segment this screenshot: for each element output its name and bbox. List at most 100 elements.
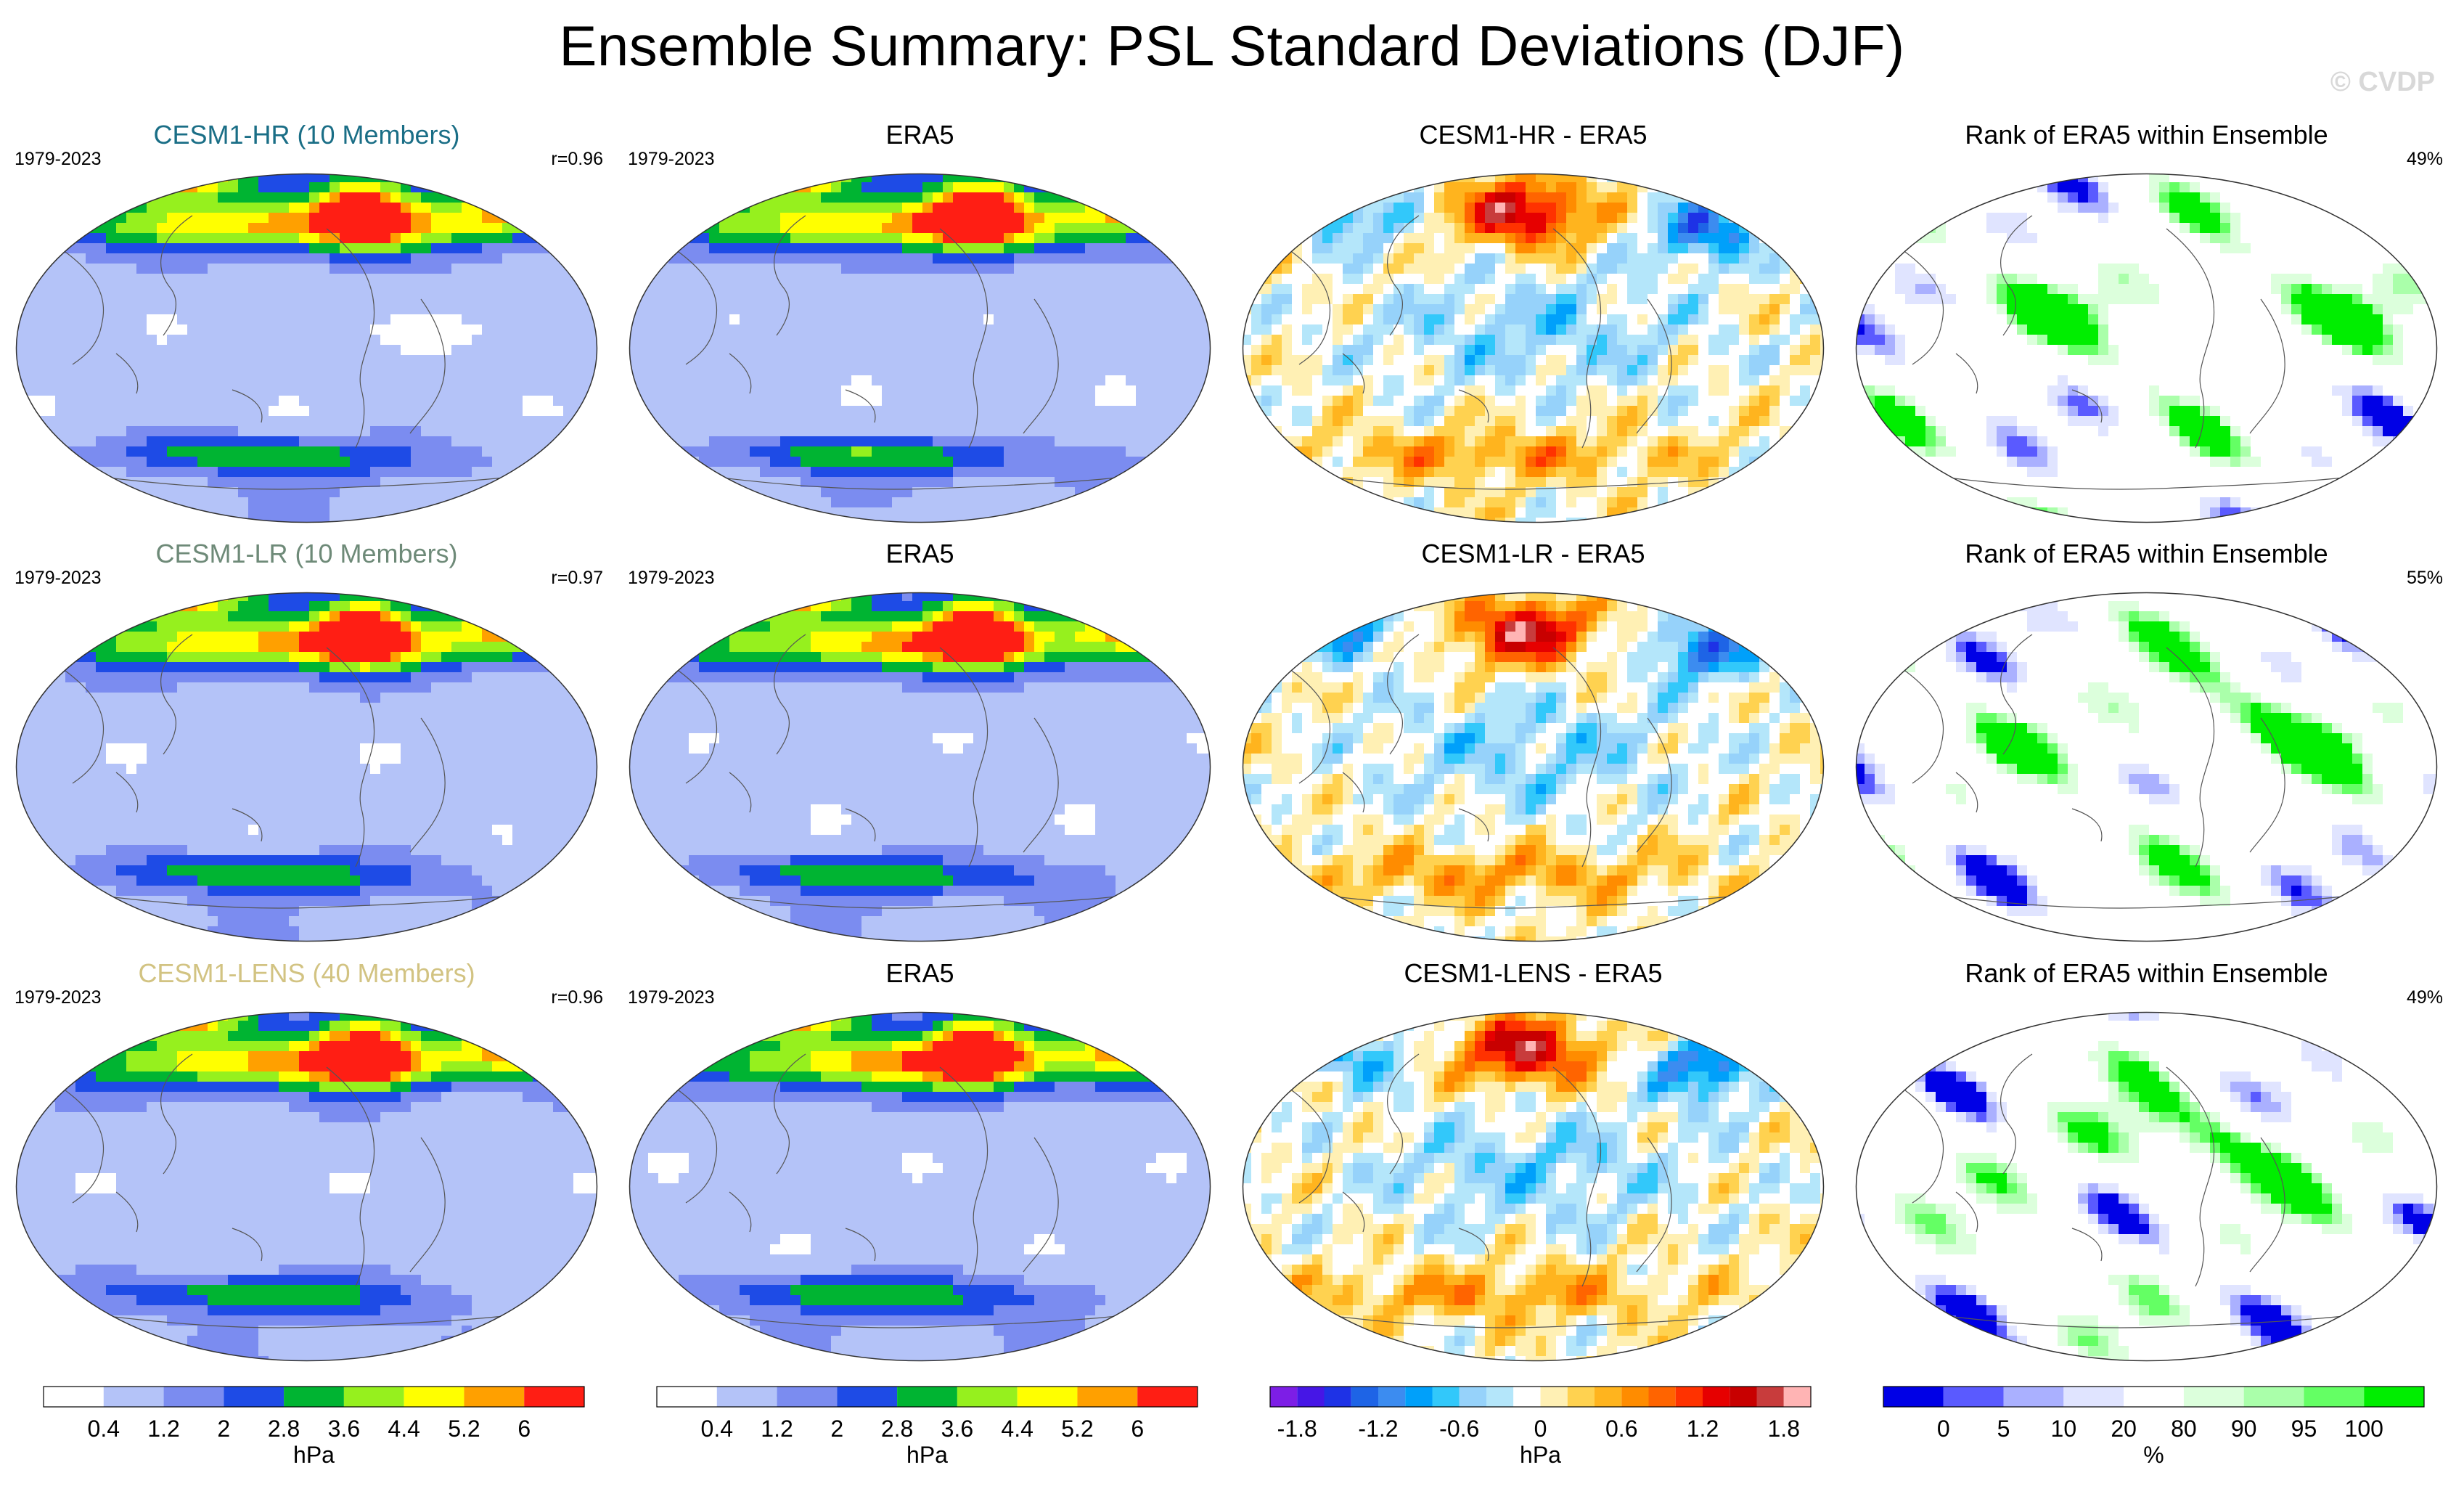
map-cell (1136, 355, 1147, 366)
map-cell (1251, 213, 1262, 224)
map-cell (922, 314, 933, 325)
map-cell (790, 173, 801, 183)
map-cell (228, 355, 239, 366)
map-cell (462, 457, 472, 468)
map-cell (228, 335, 239, 346)
map-cell (912, 182, 923, 193)
map-cell (1075, 213, 1086, 224)
map-cell (319, 406, 330, 417)
map-cell (1105, 233, 1116, 244)
map-cell (1207, 426, 1211, 437)
map-cell (882, 416, 893, 427)
map-cell (973, 477, 984, 488)
map-cell (319, 507, 330, 518)
map-cell (1251, 264, 1262, 274)
map-cell (472, 375, 483, 386)
map-cell (882, 406, 893, 417)
map-cell (1780, 294, 1790, 305)
map-cell (1810, 233, 1821, 244)
map-cell (1627, 213, 1638, 224)
map-cell (96, 396, 107, 407)
map-cell (1546, 223, 1557, 234)
map-cell (502, 233, 513, 244)
map-cell (75, 284, 86, 295)
map-cell (136, 518, 147, 523)
map-cell (573, 223, 584, 234)
map-cell (1393, 203, 1404, 213)
map-cell (1526, 324, 1536, 335)
map-cell (1075, 457, 1086, 468)
map-cell (441, 365, 452, 376)
map-cell (512, 355, 523, 366)
map-cell (699, 365, 710, 376)
map-cell (1024, 375, 1035, 386)
map-cell (86, 314, 97, 325)
map-cell (1536, 203, 1547, 213)
map-cell (482, 507, 493, 518)
map-cell (401, 264, 412, 274)
map-cell (1404, 223, 1415, 234)
map-cell (1085, 416, 1096, 427)
map-cell (872, 396, 883, 407)
map-cell (963, 192, 974, 203)
map-cell (760, 173, 771, 183)
map-cell (831, 284, 842, 295)
map-cell (16, 233, 25, 244)
map-cell (1617, 274, 1628, 285)
map-cell (1055, 173, 1065, 183)
map-cell (1810, 203, 1821, 213)
map-cell (1475, 294, 1486, 305)
map-cell (1749, 192, 1760, 203)
map-cell (983, 314, 994, 325)
map-cell (699, 385, 710, 396)
map-cell (790, 243, 801, 254)
map-cell (96, 335, 107, 346)
map-cell (106, 233, 117, 244)
map-cell (1515, 253, 1526, 264)
map-cell (892, 314, 903, 325)
map-cell (963, 487, 974, 498)
map-cell (370, 213, 381, 224)
map-cell (309, 487, 320, 498)
map-cell (689, 355, 700, 366)
map-cell (1126, 375, 1137, 386)
map-cell (218, 335, 229, 346)
map-cell (1095, 264, 1106, 274)
map-cell (689, 203, 700, 213)
map-cell (492, 223, 503, 234)
map-cell (1156, 375, 1167, 386)
map-cell (1678, 203, 1689, 213)
map-cell (638, 335, 649, 346)
map-cell (648, 457, 659, 468)
map-cell (912, 173, 923, 183)
map-cell (441, 324, 452, 335)
map-cell (1444, 253, 1455, 264)
map-cell (35, 467, 46, 478)
map-cell (872, 213, 883, 224)
map-cell (770, 264, 781, 274)
map-cell (482, 182, 493, 193)
map-cell (1126, 426, 1137, 437)
map-cell (1780, 253, 1790, 264)
map-cell (1678, 264, 1689, 274)
map-cell (1243, 284, 1252, 295)
map-cell (1414, 274, 1425, 285)
map-cell (1095, 192, 1106, 203)
map-cell (780, 446, 791, 457)
map-cell (1116, 304, 1126, 315)
map-cell (462, 203, 472, 213)
map-cell (648, 294, 659, 305)
map-cell (1343, 274, 1354, 285)
map-cell (1556, 274, 1567, 285)
map-cell (1648, 173, 1658, 183)
map-cell (25, 253, 36, 264)
map-cell (831, 518, 842, 523)
map-cell (512, 314, 523, 325)
map-cell (462, 233, 472, 244)
map-cell (106, 223, 117, 234)
map-cell (750, 355, 761, 366)
map-cell (1302, 243, 1313, 254)
map-cell (1187, 335, 1198, 346)
map-cell (963, 518, 974, 523)
map-cell (65, 436, 76, 447)
